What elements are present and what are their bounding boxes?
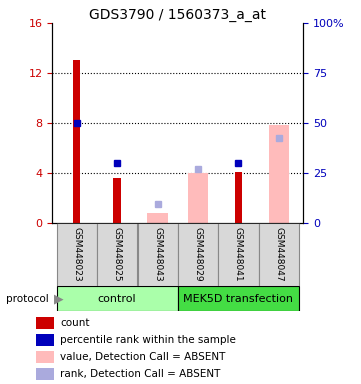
Bar (218, 223, 258, 286)
Bar (138, 223, 178, 286)
Bar (73, 61, 80, 223)
Bar (36, 317, 54, 329)
Bar (57, 286, 178, 311)
Text: rank, Detection Call = ABSENT: rank, Detection Call = ABSENT (60, 369, 221, 379)
Bar (113, 178, 121, 223)
Text: ▶: ▶ (54, 292, 64, 305)
Bar (178, 223, 218, 286)
Text: GSM448047: GSM448047 (274, 227, 283, 282)
Text: GSM448025: GSM448025 (113, 227, 122, 282)
Bar (97, 223, 137, 286)
Text: GSM448029: GSM448029 (193, 227, 203, 282)
Bar (178, 286, 299, 311)
Bar (259, 223, 299, 286)
Text: GSM448043: GSM448043 (153, 227, 162, 282)
Bar (57, 223, 97, 286)
Text: GSM448023: GSM448023 (72, 227, 81, 282)
Bar (235, 172, 242, 223)
Text: GSM448041: GSM448041 (234, 227, 243, 282)
Text: protocol: protocol (6, 293, 49, 304)
Text: percentile rank within the sample: percentile rank within the sample (60, 335, 236, 345)
Bar (36, 334, 54, 346)
Bar (188, 173, 208, 223)
Bar (36, 351, 54, 363)
Text: count: count (60, 318, 90, 328)
Text: control: control (98, 293, 136, 304)
Bar (36, 367, 54, 380)
Bar (269, 125, 289, 223)
Bar (147, 213, 168, 223)
Text: value, Detection Call = ABSENT: value, Detection Call = ABSENT (60, 352, 226, 362)
Title: GDS3790 / 1560373_a_at: GDS3790 / 1560373_a_at (89, 8, 266, 22)
Text: MEK5D transfection: MEK5D transfection (183, 293, 293, 304)
